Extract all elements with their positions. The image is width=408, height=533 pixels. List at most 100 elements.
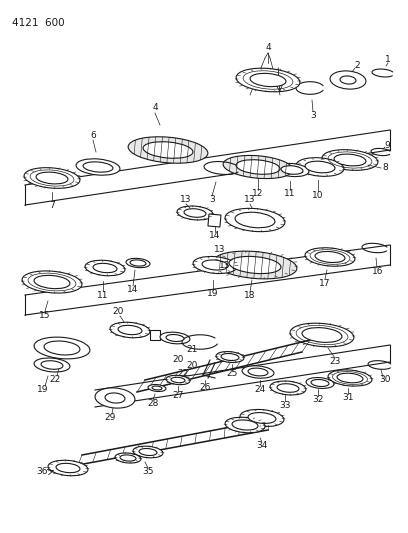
Ellipse shape — [216, 352, 244, 362]
Text: 18: 18 — [244, 292, 256, 301]
Text: 25: 25 — [226, 369, 238, 378]
Ellipse shape — [221, 353, 239, 360]
Ellipse shape — [213, 251, 297, 279]
Text: 20: 20 — [186, 360, 198, 369]
Text: 23: 23 — [329, 358, 341, 367]
Bar — [208, 214, 221, 227]
Text: 20: 20 — [112, 308, 124, 317]
Ellipse shape — [193, 256, 237, 273]
Ellipse shape — [177, 206, 213, 220]
Ellipse shape — [120, 455, 136, 461]
Ellipse shape — [56, 463, 80, 473]
Text: 31: 31 — [342, 393, 354, 402]
Text: 30: 30 — [379, 376, 391, 384]
Text: 19: 19 — [207, 289, 219, 298]
Ellipse shape — [152, 386, 162, 390]
Ellipse shape — [48, 460, 88, 476]
Text: 19: 19 — [37, 385, 49, 394]
Ellipse shape — [305, 161, 335, 173]
Text: 32: 32 — [312, 395, 324, 405]
Ellipse shape — [202, 260, 228, 270]
Ellipse shape — [126, 259, 150, 268]
Text: 36: 36 — [36, 467, 48, 477]
Ellipse shape — [248, 413, 276, 423]
Text: 3: 3 — [209, 196, 215, 205]
Ellipse shape — [277, 384, 299, 392]
Ellipse shape — [105, 393, 125, 403]
Ellipse shape — [115, 453, 141, 463]
Ellipse shape — [160, 332, 190, 344]
Ellipse shape — [225, 417, 265, 433]
Ellipse shape — [337, 373, 363, 383]
Ellipse shape — [44, 341, 80, 355]
Ellipse shape — [24, 168, 80, 188]
Ellipse shape — [148, 384, 166, 392]
Text: 14: 14 — [209, 230, 221, 239]
Ellipse shape — [296, 158, 344, 176]
Ellipse shape — [270, 381, 306, 395]
Ellipse shape — [236, 160, 280, 174]
Ellipse shape — [118, 325, 142, 335]
Ellipse shape — [36, 172, 68, 184]
Text: 11: 11 — [97, 290, 109, 300]
Text: 11: 11 — [284, 190, 296, 198]
Text: 13: 13 — [180, 196, 192, 205]
Ellipse shape — [85, 260, 125, 276]
Text: 22: 22 — [177, 368, 188, 377]
Ellipse shape — [290, 323, 354, 347]
Ellipse shape — [240, 409, 284, 426]
Ellipse shape — [34, 337, 90, 359]
Ellipse shape — [130, 260, 146, 266]
Ellipse shape — [34, 276, 70, 289]
Text: 10: 10 — [312, 190, 324, 199]
Ellipse shape — [166, 375, 190, 385]
Ellipse shape — [236, 68, 300, 92]
Text: 12: 12 — [252, 190, 264, 198]
Ellipse shape — [275, 164, 309, 176]
Ellipse shape — [322, 150, 378, 171]
Text: 26: 26 — [200, 384, 211, 392]
Text: 8: 8 — [382, 164, 388, 173]
Ellipse shape — [171, 377, 185, 383]
Text: 17: 17 — [319, 279, 331, 287]
Ellipse shape — [184, 209, 206, 217]
Text: 13: 13 — [214, 246, 226, 254]
Ellipse shape — [166, 335, 184, 342]
Text: 14: 14 — [127, 286, 139, 295]
Ellipse shape — [41, 361, 63, 369]
Ellipse shape — [110, 322, 150, 338]
Text: 6: 6 — [90, 131, 96, 140]
Ellipse shape — [311, 379, 329, 386]
Text: 29: 29 — [104, 414, 116, 423]
Ellipse shape — [139, 448, 157, 456]
Text: 20: 20 — [172, 356, 184, 365]
Ellipse shape — [225, 208, 285, 232]
Ellipse shape — [328, 370, 372, 386]
Ellipse shape — [143, 142, 193, 158]
Ellipse shape — [34, 358, 70, 372]
Ellipse shape — [133, 446, 163, 458]
Ellipse shape — [315, 252, 345, 263]
Ellipse shape — [235, 212, 275, 228]
Ellipse shape — [305, 248, 355, 266]
Ellipse shape — [93, 263, 117, 273]
Ellipse shape — [250, 74, 286, 87]
Text: 7: 7 — [49, 200, 55, 209]
Ellipse shape — [334, 154, 366, 166]
Ellipse shape — [223, 156, 293, 179]
Text: 15: 15 — [39, 311, 51, 319]
Text: 9: 9 — [384, 141, 390, 149]
Ellipse shape — [248, 368, 268, 376]
Ellipse shape — [95, 388, 135, 408]
Ellipse shape — [302, 328, 342, 342]
Ellipse shape — [128, 137, 208, 163]
Ellipse shape — [281, 166, 303, 174]
Text: 13: 13 — [244, 196, 256, 205]
Ellipse shape — [76, 159, 120, 175]
Text: 24: 24 — [254, 385, 266, 394]
Ellipse shape — [22, 271, 82, 293]
Text: 27: 27 — [172, 392, 184, 400]
Ellipse shape — [229, 256, 281, 273]
Text: 33: 33 — [279, 400, 291, 409]
Text: 3: 3 — [310, 110, 316, 119]
